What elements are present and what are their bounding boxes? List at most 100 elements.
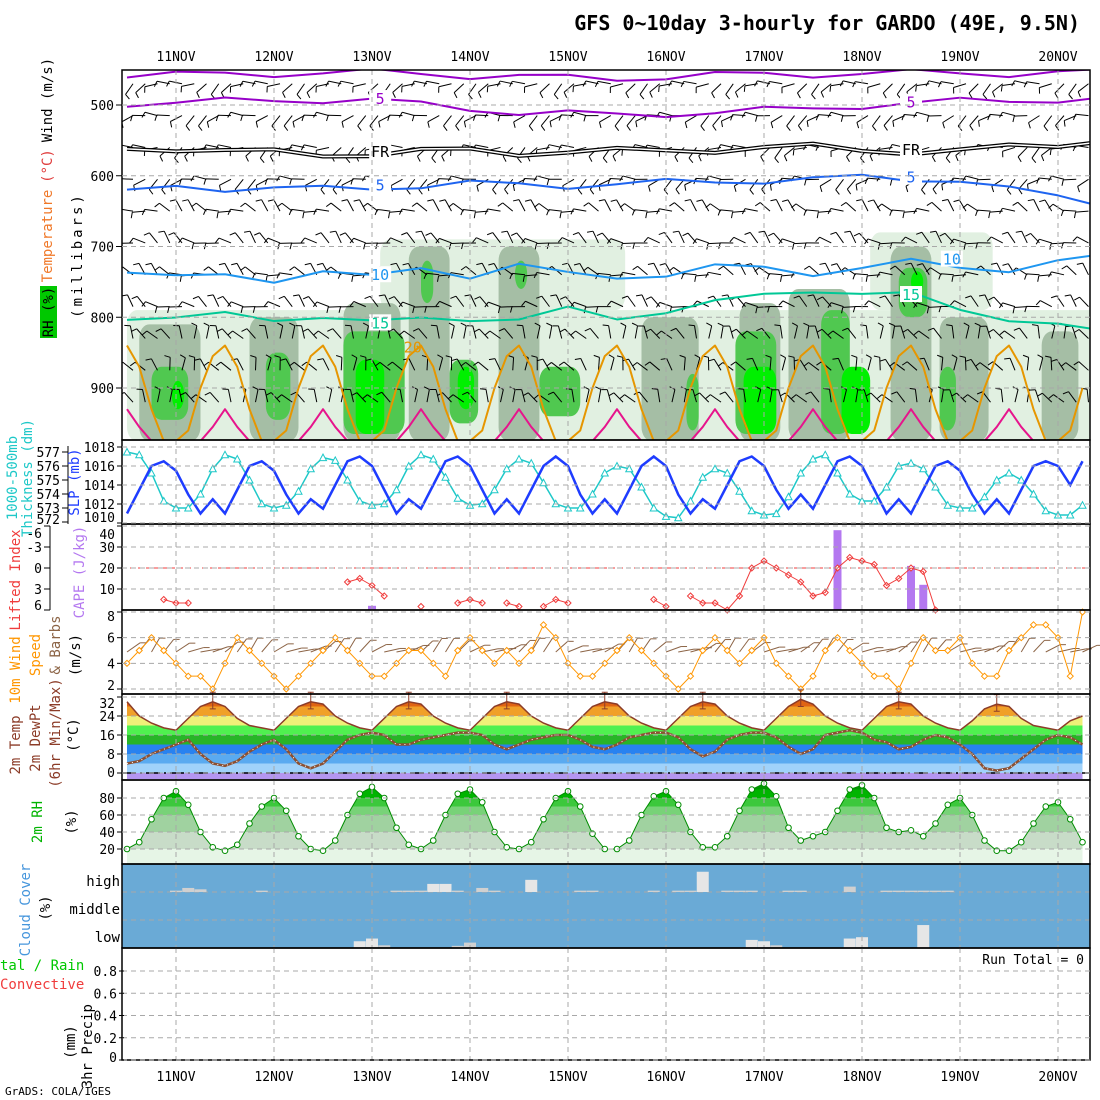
wind-barb — [214, 237, 232, 244]
barb-staff — [608, 325, 612, 339]
barb-staff — [733, 236, 746, 244]
barb-feather — [435, 238, 440, 244]
barb-feather — [453, 92, 458, 99]
wind-barb — [754, 267, 771, 276]
wind-barb — [164, 355, 171, 371]
barb-staff — [340, 357, 343, 371]
barb-feather — [502, 156, 507, 162]
barb-staff — [432, 199, 440, 212]
barb-feather — [1050, 295, 1057, 299]
wind-barb — [737, 388, 746, 403]
barb-feather — [537, 358, 544, 362]
barb-staff — [150, 263, 158, 276]
wind-barb — [782, 199, 795, 212]
barb-staff — [1078, 361, 1089, 371]
barb-staff — [1078, 329, 1089, 339]
barb-feather — [245, 155, 249, 162]
barb-feather — [717, 362, 724, 367]
barb-feather — [559, 296, 566, 300]
wind-barb-10m — [359, 639, 377, 653]
thickness-point — [575, 503, 585, 512]
barb-feather — [168, 232, 175, 236]
thickness-point — [588, 489, 597, 498]
barb-staff — [1020, 638, 1030, 653]
barb-staff — [518, 640, 531, 653]
barb-feather — [492, 189, 497, 195]
barb-feather — [999, 112, 1003, 118]
barb-staff — [1000, 389, 1004, 403]
barb-feather — [706, 322, 712, 327]
barb-staff — [402, 301, 415, 308]
barb-staff — [402, 111, 415, 117]
rh-band — [127, 815, 1083, 832]
barb-feather — [227, 111, 232, 118]
barb-staff — [710, 394, 722, 403]
barb-staff — [918, 330, 930, 339]
barb-staff — [954, 300, 967, 308]
label-millibars: (millibars) — [70, 192, 86, 318]
barb-staff — [175, 199, 183, 212]
thickness-point — [514, 454, 524, 463]
wind-speed-point — [821, 646, 829, 655]
cloud-high-bar — [586, 890, 599, 892]
barb-feather — [325, 80, 329, 87]
barb-feather — [533, 203, 540, 208]
wind-barb — [913, 207, 930, 214]
barb-feather — [185, 125, 191, 131]
barb-staff — [286, 647, 302, 653]
barb-staff — [1014, 115, 1028, 117]
barb-staff — [549, 115, 562, 122]
isotherm--5 — [126, 96, 1090, 119]
barb-feather — [131, 328, 137, 332]
barb-feather — [656, 208, 660, 215]
barb-feather — [780, 354, 786, 359]
thickness-point — [1004, 468, 1014, 477]
wind-barb — [586, 230, 599, 244]
barb-staff — [808, 362, 820, 371]
barb-feather — [135, 92, 139, 99]
barb-staff — [308, 296, 318, 307]
barb-feather — [1037, 275, 1040, 282]
date-label-bottom: 17NOV — [744, 1070, 783, 1085]
barb-feather — [817, 296, 823, 301]
wind-barb — [976, 391, 991, 403]
barb-staff — [371, 644, 387, 653]
cloud-level-label: middle — [69, 902, 120, 918]
barb-feather — [803, 322, 810, 327]
wind-barb — [927, 327, 942, 339]
barb-feather — [1054, 92, 1059, 99]
slp-label: 1012 — [84, 498, 115, 513]
wind-barb — [325, 202, 342, 212]
wind-barb — [450, 295, 465, 307]
wind-barb — [711, 83, 722, 99]
wind-barb — [336, 355, 343, 371]
barb-staff — [369, 295, 379, 307]
barb-staff — [330, 202, 342, 212]
barb-feather — [563, 91, 568, 98]
wind-barb — [754, 202, 771, 212]
label-rh: RH (%) — [41, 287, 57, 338]
rh-point — [393, 824, 400, 832]
barb-staff — [136, 328, 146, 339]
barb-staff — [452, 394, 465, 403]
barb-feather — [474, 296, 481, 300]
thickness-label: 574 — [37, 488, 61, 503]
barb-staff — [538, 203, 550, 212]
barb-feather — [769, 184, 772, 191]
barb-staff — [200, 648, 217, 653]
wind-barb — [425, 232, 440, 244]
wind-barb — [141, 111, 158, 118]
barb-feather — [852, 81, 856, 88]
barb-staff — [661, 330, 673, 339]
wind-barb — [477, 83, 489, 98]
barb-feather — [816, 328, 823, 333]
barb-staff — [367, 202, 379, 212]
wind-barb — [651, 388, 661, 403]
wind-barb — [1028, 115, 1040, 129]
barb-staff — [882, 83, 893, 94]
barb-staff — [671, 306, 685, 308]
barb-feather — [511, 232, 517, 236]
label-wind10c: & Barbs — [48, 615, 64, 674]
thickness-point — [710, 464, 720, 473]
